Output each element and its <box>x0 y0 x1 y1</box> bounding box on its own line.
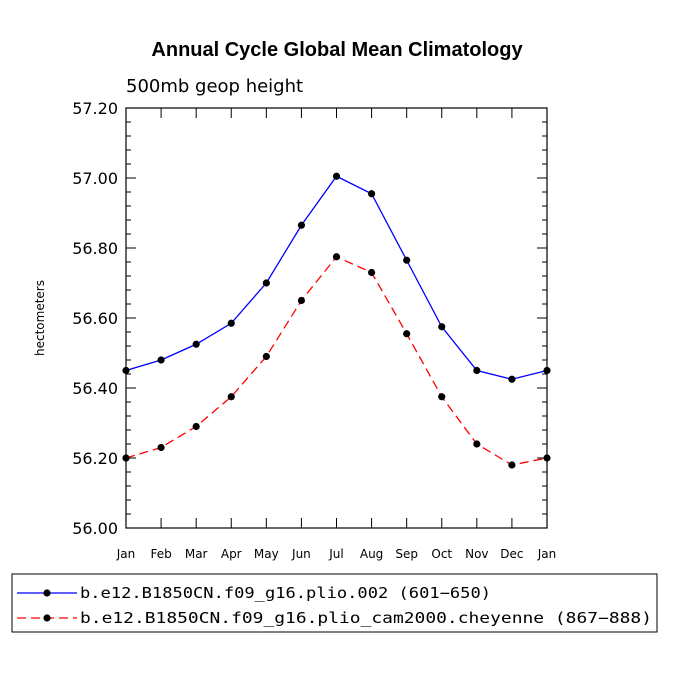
series-2-point <box>543 454 551 462</box>
y-tick-label: 57.20 <box>72 99 118 118</box>
series-line-2 <box>125 255 548 466</box>
series-1-point <box>262 279 270 287</box>
series-layer <box>122 172 551 469</box>
series-1-point <box>122 366 130 375</box>
x-tick-label: May <box>254 547 279 561</box>
series-2-point <box>122 454 130 462</box>
y-tick-label: 57.00 <box>72 169 118 188</box>
x-tick-label: Jan <box>116 547 136 561</box>
series-2-point <box>438 393 446 401</box>
series-1-point <box>508 375 516 383</box>
legend: b.e12.B1850CN.f09_g16.plio.002 (601−650)… <box>11 573 658 633</box>
x-tick-label: Aug <box>360 547 383 561</box>
x-tick-label: Mar <box>185 547 208 561</box>
series-2-point <box>157 443 165 452</box>
series-2-point <box>332 253 341 261</box>
series-2-point <box>508 461 516 469</box>
x-tick-label: Jan <box>537 547 557 561</box>
series-2-point <box>473 440 481 448</box>
x-tick-label: Apr <box>221 547 242 561</box>
chart-subtitle: 500mb geop height <box>126 76 303 97</box>
chart-title: Annual Cycle Global Mean Climatology <box>151 39 523 61</box>
series-1-point <box>438 323 446 331</box>
series-2-point <box>403 330 411 338</box>
legend-marker-2 <box>43 614 51 622</box>
series-1-point <box>332 172 341 180</box>
x-tick-label: Jun <box>291 547 311 561</box>
series-1-point <box>473 366 481 375</box>
series-2-point <box>192 422 200 431</box>
x-tick-label: Jul <box>328 547 343 561</box>
legend-marker-1 <box>43 589 51 597</box>
y-tick-label: 56.40 <box>72 379 118 398</box>
series-2-point <box>262 352 270 361</box>
legend-label-1: b.e12.B1850CN.f09_g16.plio.002 (601−650) <box>80 584 491 602</box>
series-2-point <box>367 268 376 277</box>
legend-box <box>11 573 658 633</box>
x-tick-label: Sep <box>395 547 418 561</box>
series-1-point <box>157 356 165 364</box>
ticks-layer: 56.00 56.20 56.40 56.60 56.80 57.00 57.20 Jan Fe… <box>72 99 556 561</box>
x-tick-label: Feb <box>150 547 171 561</box>
series-1-point <box>297 221 306 229</box>
plot-frame <box>125 107 548 529</box>
series-1-point <box>227 319 235 327</box>
series-line-1 <box>125 175 548 380</box>
y-tick-label: 56.20 <box>72 449 118 468</box>
y-tick-label: 56.60 <box>72 309 118 328</box>
y-axis-label: hectometers <box>33 280 47 356</box>
series-2-point <box>227 393 235 401</box>
x-tick-label: Dec <box>500 547 523 561</box>
series-2-point <box>297 296 306 305</box>
series-1-point <box>543 366 551 375</box>
y-tick-label: 56.00 <box>72 519 118 538</box>
x-tick-label: Oct <box>431 547 452 561</box>
series-1-point <box>367 190 376 198</box>
series-1-point <box>403 256 411 264</box>
legend-label-2: b.e12.B1850CN.f09_g16.plio_cam2000.cheye… <box>80 609 652 627</box>
series-1-point <box>192 340 200 348</box>
y-tick-label: 56.80 <box>72 239 118 258</box>
x-tick-label: Nov <box>465 547 488 561</box>
